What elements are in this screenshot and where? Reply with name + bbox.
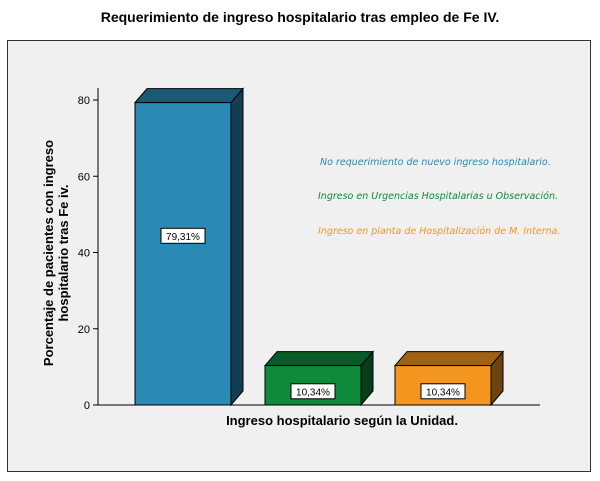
- data-label-3: 10,34%: [426, 387, 460, 398]
- chart-title: Requerimiento de ingreso hospitalario tr…: [100, 9, 500, 25]
- y-tick-label-0: 0: [84, 400, 90, 412]
- y-tick-label-20: 20: [78, 324, 90, 336]
- y-tick-label-80: 80: [78, 95, 90, 107]
- legend-item-2: Ingreso en Urgencias Hospitalarias u Obs…: [318, 191, 559, 202]
- bars: 79,31% 10,34% 10,34%: [133, 87, 505, 407]
- y-tick-label-60: 60: [78, 171, 90, 183]
- data-label-2: 10,34%: [296, 387, 330, 398]
- bar-top-1: [133, 88, 245, 104]
- x-axis-label: Ingreso hospitalario según la Unidad.: [226, 413, 458, 428]
- legend-item-1: No requerimiento de nuevo ingreso hospit…: [320, 157, 551, 168]
- bar-top-3: [393, 351, 505, 367]
- bar-1: 79,31%: [133, 87, 245, 407]
- data-label-box-2: [290, 383, 336, 400]
- legend-item-3: Ingreso en planta de Hospitalización de …: [318, 226, 561, 237]
- data-label-1: 79,31%: [166, 232, 200, 243]
- y-axis-label: Porcentaje de pacientes con ingreso hosp…: [41, 139, 71, 367]
- bar-3: 10,34%: [393, 350, 505, 407]
- bar-side-1: [230, 87, 244, 407]
- bar-top-2: [263, 351, 375, 367]
- bar-front-1: [134, 102, 232, 406]
- y-tick-label-40: 40: [78, 248, 90, 260]
- bar-2: 10,34%: [263, 350, 375, 407]
- data-label-box-1: [160, 227, 206, 244]
- data-label-box-3: [420, 383, 466, 400]
